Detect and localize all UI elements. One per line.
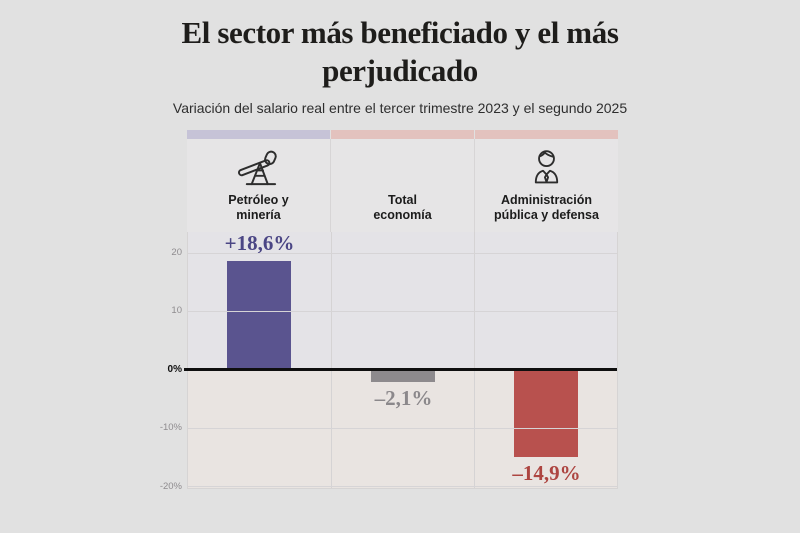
- strip-cell-total: [330, 130, 474, 139]
- page-subtitle: Variación del salario real entre el terc…: [172, 99, 628, 116]
- plot-column-administracion: –14,9%: [473, 232, 618, 488]
- top-color-strip: [187, 130, 618, 139]
- column-label-line1: Administración: [501, 193, 592, 207]
- gridline: [188, 252, 617, 254]
- bar-total-economia: [371, 369, 436, 383]
- column-label: Administración pública y defensa: [494, 193, 599, 223]
- person-icon: [526, 144, 567, 188]
- column-header-petroleo-mineria: Petróleo y minería: [187, 139, 330, 232]
- zero-axis-line: [184, 368, 617, 372]
- column-label-line1: Petróleo y: [228, 193, 289, 207]
- column-header-administracion: Administración pública y defensa: [474, 139, 618, 232]
- strip-cell-administracion: [474, 130, 618, 139]
- bar-chart: Petróleo y minería Total economía: [160, 130, 618, 492]
- y-tick-0: 0%: [167, 363, 182, 375]
- bar-administracion: [514, 369, 579, 457]
- page-title: El sector más beneficiado y el más perju…: [181, 15, 619, 88]
- value-label-total: –2,1%: [374, 386, 433, 411]
- value-label-administracion: –14,9%: [512, 461, 581, 486]
- gridline: [188, 486, 617, 488]
- column-label: Total economía: [373, 193, 431, 223]
- plot-area: +18,6% –2,1% –14,9% 20 10 0% -10% -20%: [160, 231, 618, 492]
- y-tick-neg20: -20%: [159, 480, 182, 492]
- pumpjack-icon: [235, 144, 282, 188]
- column-header-total-economia: Total economía: [330, 139, 474, 232]
- column-label: Petróleo y minería: [228, 193, 288, 223]
- gridline: [188, 310, 617, 312]
- strip-cell-petroleo: [187, 130, 330, 139]
- y-tick-20: 20: [171, 247, 182, 259]
- column-headers: Petróleo y minería Total economía: [187, 139, 618, 232]
- column-label-line2: minería: [236, 208, 281, 222]
- column-label-line2: economía: [373, 208, 432, 222]
- value-label-petroleo: +18,6%: [224, 231, 295, 256]
- y-tick-10: 10: [171, 305, 182, 317]
- column-label-line1: Total: [388, 193, 417, 207]
- column-label-line2: pública y defensa: [494, 208, 599, 222]
- y-tick-neg10: -10%: [159, 422, 182, 434]
- plot-column-petroleo: +18,6%: [188, 231, 331, 488]
- gridline: [188, 427, 617, 429]
- plot-column-total: –2,1%: [330, 232, 475, 488]
- bar-petroleo-mineria: [227, 261, 292, 370]
